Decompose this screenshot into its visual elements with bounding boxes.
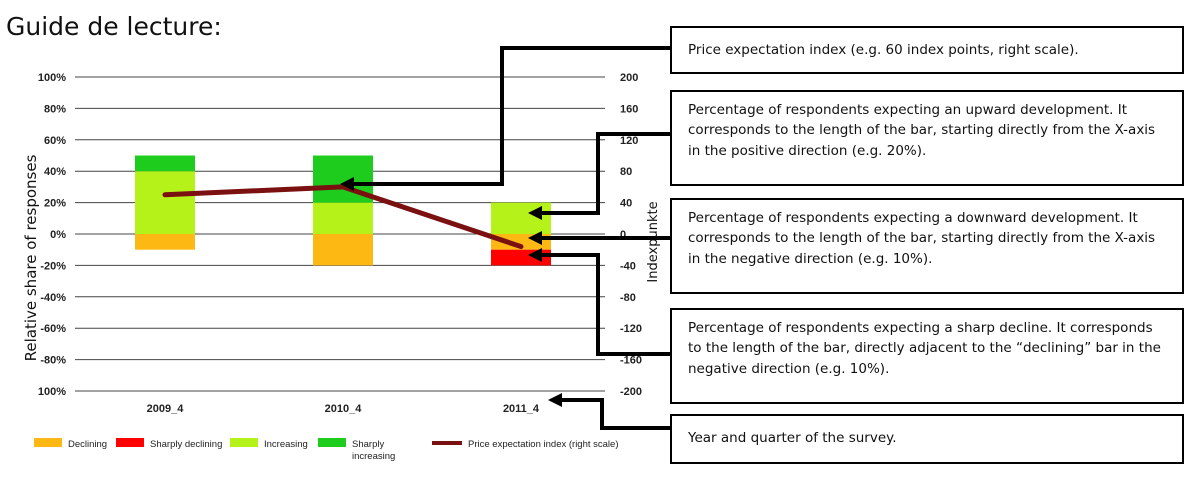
legend-label-sharply-increasing-1: Sharply bbox=[352, 439, 384, 450]
y-tick-label: -60% bbox=[40, 323, 66, 335]
y2-tick-label: -160 bbox=[620, 355, 642, 367]
x-axis-tick-labels: 2009_4 2010_4 2011_4 bbox=[147, 403, 540, 415]
arrow-head-upward bbox=[528, 206, 542, 220]
y2-tick-label: 40 bbox=[620, 198, 632, 210]
index-line bbox=[162, 184, 524, 250]
y-tick-label: 80% bbox=[44, 103, 66, 115]
bars bbox=[135, 155, 551, 266]
y2-tick-label: -40 bbox=[620, 260, 636, 272]
legend-swatch-sharply-declining bbox=[116, 438, 144, 447]
legend: Declining Sharply declining Increasing S… bbox=[34, 438, 619, 462]
connector-arrows bbox=[340, 46, 670, 430]
connector-sharp-decline bbox=[536, 253, 670, 356]
annotation-upward: Percentage of respondents expecting an u… bbox=[670, 90, 1184, 186]
bar-declining bbox=[313, 234, 373, 266]
y-tick-label: -40% bbox=[40, 292, 66, 304]
legend-swatch-declining bbox=[34, 438, 62, 447]
left-axis-tick-labels: 100% 80% 60% 40% 20% 0% -20% -40% -60% -80% 100% bbox=[38, 72, 66, 398]
y2-tick-label: 160 bbox=[620, 103, 638, 115]
annotation-year-quarter: Year and quarter of the survey. bbox=[670, 414, 1184, 464]
legend-label-sharply-increasing-2: increasing bbox=[352, 451, 395, 462]
y2-tick-label: 0 bbox=[620, 229, 626, 241]
connector-upward bbox=[536, 132, 670, 215]
y2-tick-label: -80 bbox=[620, 292, 636, 304]
arrow-head-sharp-decline bbox=[528, 248, 542, 262]
y-tick-label: 60% bbox=[44, 135, 66, 147]
y2-tick-label: 80 bbox=[620, 166, 632, 178]
y-tick-label: 0% bbox=[50, 229, 66, 241]
legend-swatch-increasing bbox=[230, 438, 258, 447]
y-tick-label: -80% bbox=[40, 355, 66, 367]
annotation-sharp-decline: Percentage of respondents expecting a sh… bbox=[670, 308, 1184, 404]
legend-label-declining: Declining bbox=[68, 439, 107, 450]
y-tick-label: -20% bbox=[40, 260, 66, 272]
annotation-downward: Percentage of respondents expecting a do… bbox=[670, 198, 1184, 294]
y2-tick-label: 200 bbox=[620, 72, 638, 84]
bar-sharply-increasing bbox=[135, 155, 195, 172]
connector-index bbox=[348, 46, 670, 186]
arrow-head-index bbox=[340, 177, 354, 191]
y-axis-title: Relative share of responses bbox=[22, 154, 40, 361]
annotation-price-index: Price expectation index (e.g. 60 index p… bbox=[670, 26, 1184, 74]
x-tick-label: 2011_4 bbox=[503, 403, 540, 415]
connector-year bbox=[556, 398, 670, 430]
x-tick-label: 2010_4 bbox=[325, 403, 363, 415]
x-tick-label: 2009_4 bbox=[147, 403, 185, 415]
legend-label-sharply-declining: Sharply declining bbox=[150, 439, 222, 450]
arrow-head-year bbox=[548, 393, 562, 407]
y2-tick-label: -200 bbox=[620, 386, 642, 398]
legend-swatch-sharply-increasing bbox=[318, 438, 346, 447]
y2-tick-label: 120 bbox=[620, 135, 638, 147]
legend-label-increasing: Increasing bbox=[264, 439, 308, 450]
index-line-path bbox=[162, 184, 524, 250]
y-tick-label: 20% bbox=[44, 198, 66, 210]
gridlines bbox=[75, 76, 605, 392]
right-axis-tick-labels: 200 160 120 80 40 0 -40 -80 -120 -160 -200 bbox=[620, 72, 642, 398]
y-tick-label: 40% bbox=[44, 166, 66, 178]
bar-increasing bbox=[313, 202, 373, 234]
y2-tick-label: -120 bbox=[620, 323, 642, 335]
arrow-head-downward bbox=[528, 231, 542, 245]
y-tick-label: 100% bbox=[38, 386, 66, 398]
y-tick-label: 100% bbox=[38, 72, 66, 84]
legend-label-index: Price expectation index (right scale) bbox=[468, 439, 619, 450]
page-title: Guide de lecture: bbox=[6, 12, 222, 41]
y2-axis-title: Indexpunkte bbox=[646, 201, 661, 282]
bar-declining bbox=[135, 234, 195, 250]
bar-increasing bbox=[135, 171, 195, 234]
